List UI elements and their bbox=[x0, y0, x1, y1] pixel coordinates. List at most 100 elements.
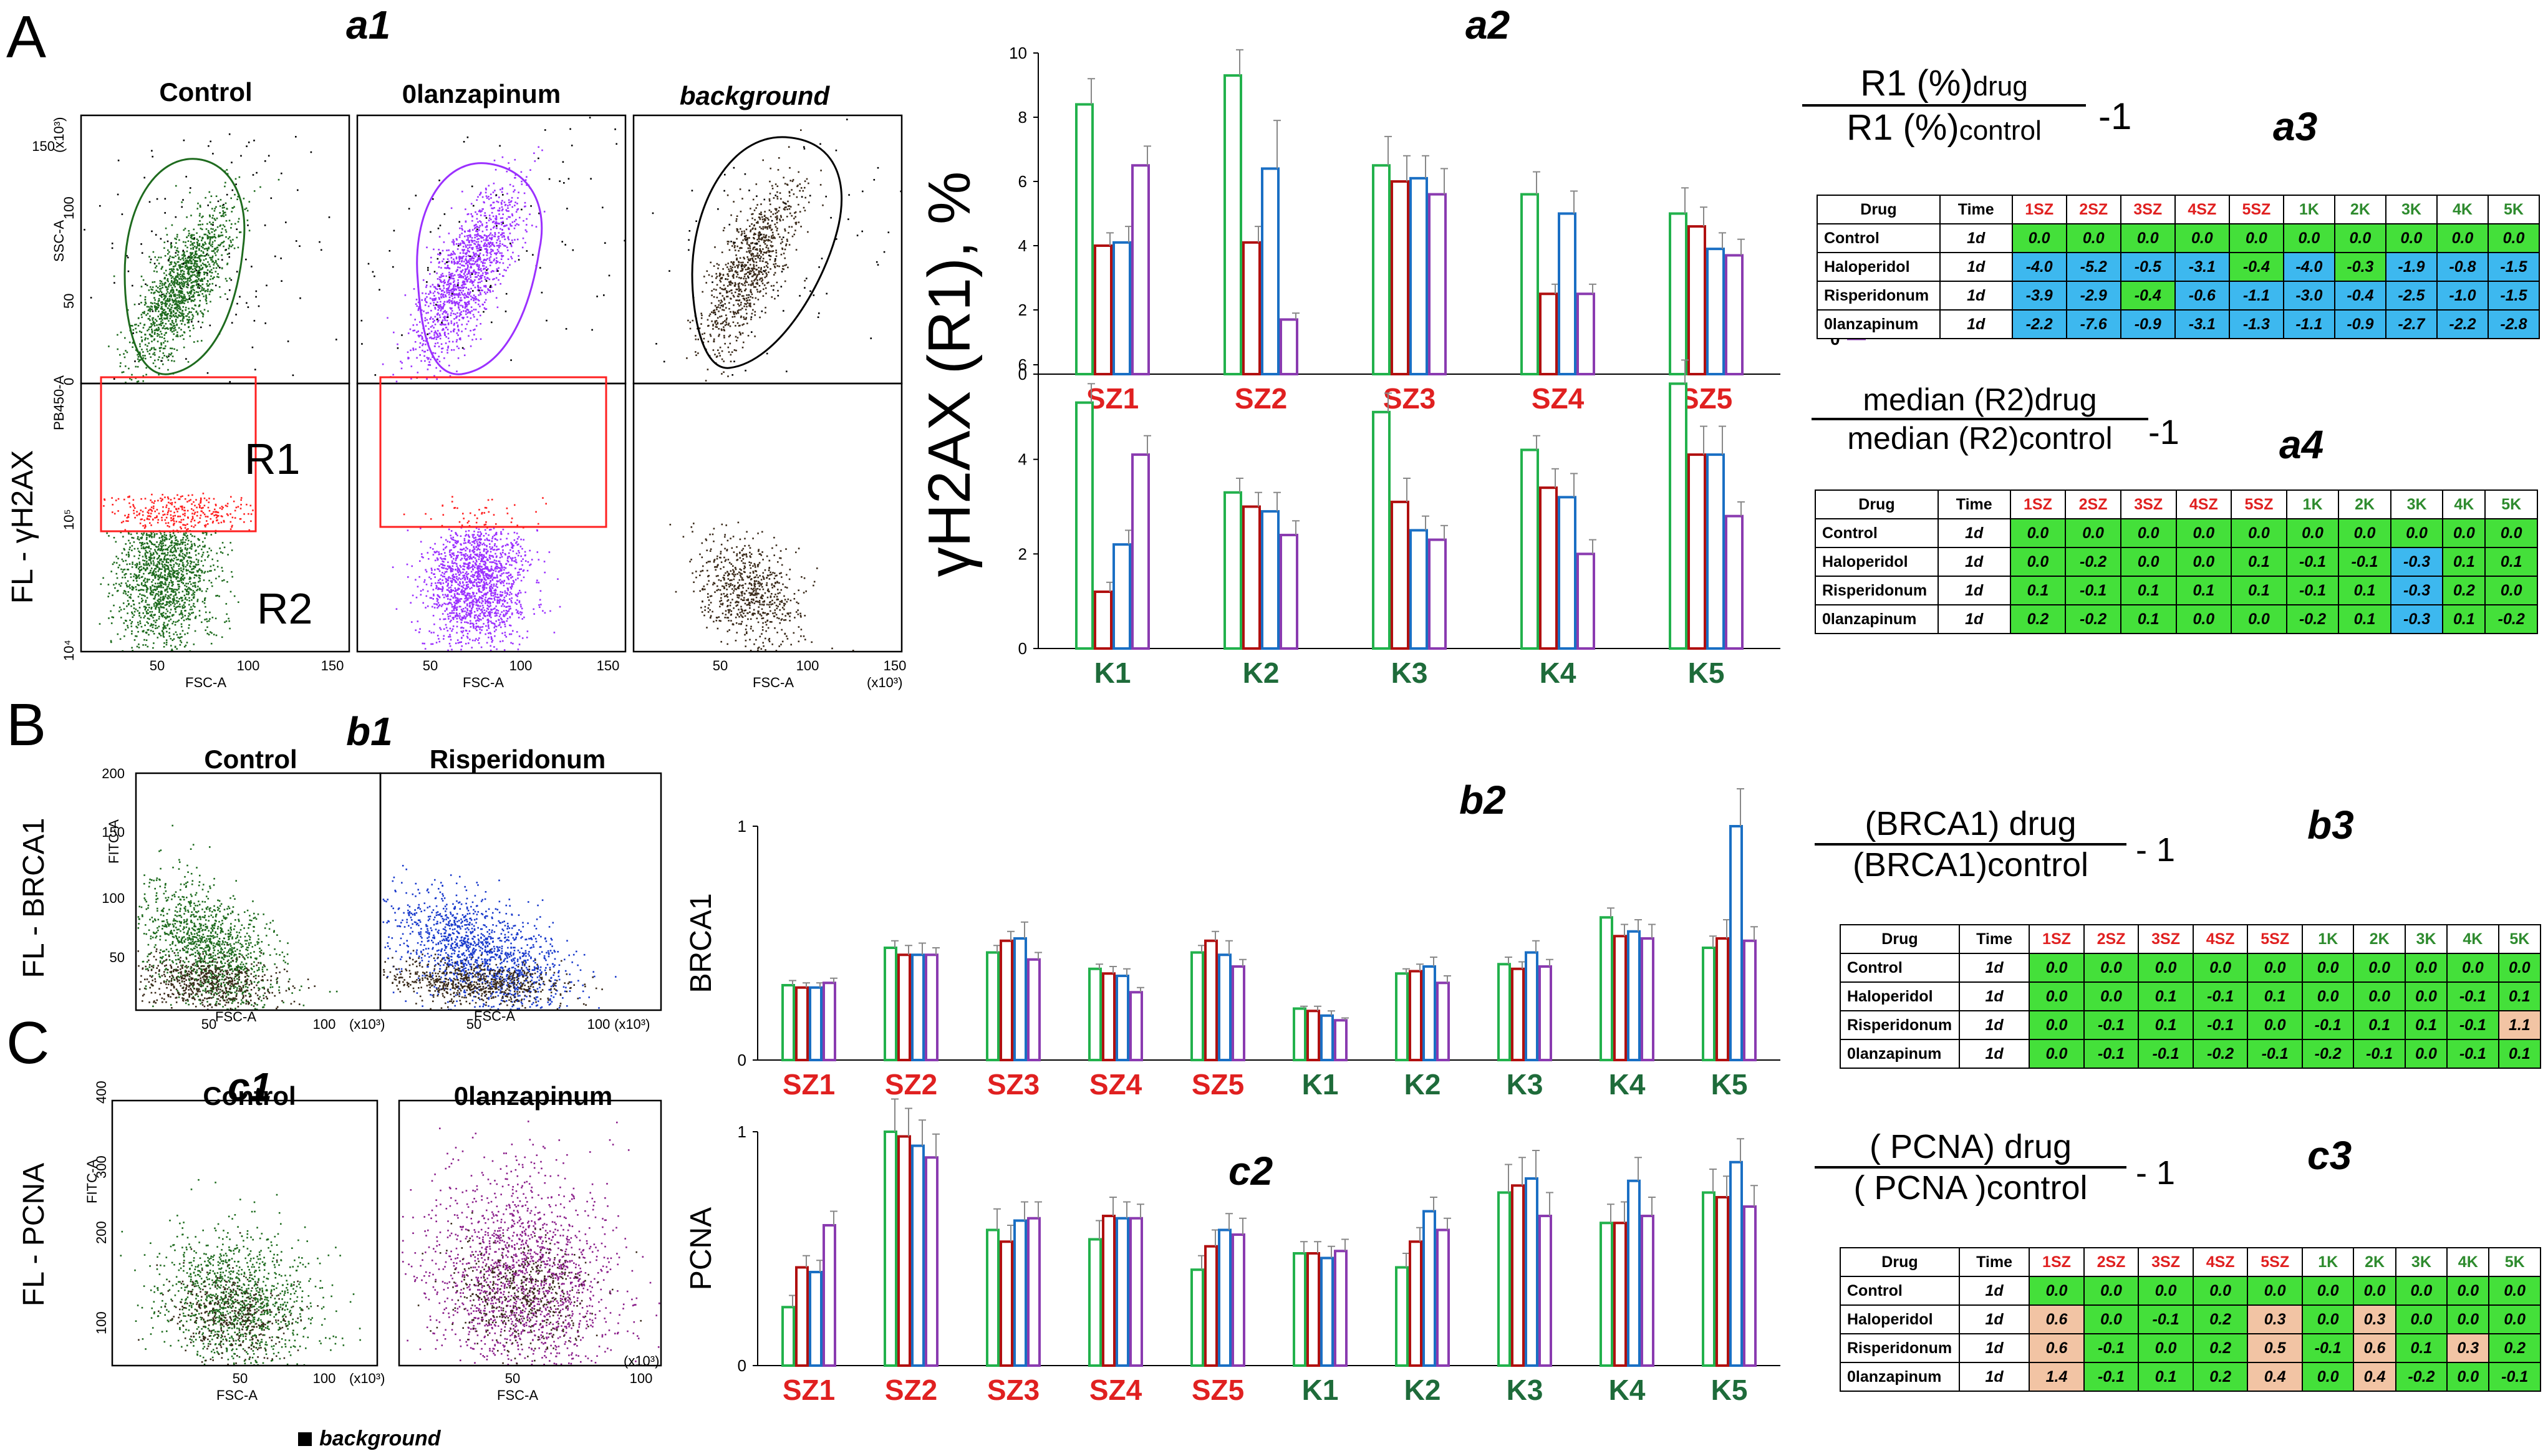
event-dot bbox=[721, 295, 724, 297]
event-dot bbox=[763, 198, 766, 201]
event-dot bbox=[171, 588, 173, 590]
event-dot bbox=[174, 296, 176, 297]
event-dot bbox=[483, 286, 486, 287]
event-dot bbox=[170, 329, 172, 331]
event-dot bbox=[483, 268, 485, 271]
event-dot bbox=[496, 306, 499, 309]
event-dot bbox=[148, 563, 150, 565]
event-dot bbox=[164, 595, 166, 597]
event-dot bbox=[772, 237, 774, 239]
event-dot bbox=[466, 316, 468, 318]
event-dot bbox=[150, 288, 152, 291]
event-dot bbox=[166, 340, 169, 342]
event-dot bbox=[730, 298, 732, 300]
event-dot bbox=[208, 248, 210, 249]
event-dot bbox=[170, 591, 173, 592]
event-dot bbox=[158, 356, 160, 358]
event-dot bbox=[116, 577, 118, 579]
event-dot bbox=[731, 292, 733, 294]
event-dot bbox=[168, 571, 170, 574]
event-dot bbox=[162, 550, 163, 552]
event-dot bbox=[215, 259, 217, 262]
event-dot bbox=[158, 586, 160, 588]
event-dot bbox=[255, 296, 257, 298]
event-dot bbox=[496, 252, 498, 254]
event-dot bbox=[733, 312, 735, 314]
event-dot bbox=[715, 325, 717, 328]
event-dot bbox=[252, 174, 254, 176]
event-dot bbox=[170, 244, 172, 246]
event-dot bbox=[454, 294, 456, 296]
event-dot bbox=[478, 299, 480, 302]
event-dot bbox=[418, 335, 420, 337]
event-dot bbox=[714, 320, 717, 322]
event-dot bbox=[184, 541, 186, 544]
event-dot bbox=[235, 183, 237, 185]
event-dot bbox=[201, 278, 203, 281]
event-dot bbox=[139, 345, 141, 347]
event-dot bbox=[736, 267, 739, 269]
event-dot bbox=[162, 586, 164, 589]
event-dot bbox=[190, 279, 192, 281]
event-dot bbox=[178, 290, 180, 292]
event-dot bbox=[145, 562, 147, 564]
event-dot bbox=[189, 576, 191, 579]
event-dot bbox=[126, 254, 128, 257]
event-dot bbox=[179, 285, 181, 287]
event-dot bbox=[444, 263, 446, 265]
event-dot bbox=[174, 263, 176, 264]
event-dot bbox=[433, 332, 435, 334]
event-dot bbox=[471, 247, 473, 249]
event-dot bbox=[178, 605, 180, 607]
event-dot bbox=[193, 292, 196, 294]
event-dot bbox=[455, 243, 458, 245]
event-dot bbox=[438, 261, 441, 263]
event-dot bbox=[168, 602, 170, 604]
event-dot bbox=[697, 339, 699, 340]
event-dot bbox=[501, 252, 503, 254]
event-dot bbox=[176, 580, 179, 582]
event-dot bbox=[205, 590, 208, 592]
event-dot bbox=[123, 356, 126, 359]
event-dot bbox=[465, 287, 467, 289]
event-dot bbox=[758, 236, 760, 238]
event-dot bbox=[193, 228, 195, 231]
event-dot bbox=[488, 219, 490, 221]
event-dot bbox=[147, 604, 148, 606]
event-dot bbox=[187, 562, 189, 564]
event-dot bbox=[139, 294, 142, 297]
event-dot bbox=[190, 289, 193, 291]
event-dot bbox=[158, 263, 160, 264]
event-dot bbox=[171, 298, 173, 301]
event-dot bbox=[197, 244, 199, 246]
event-dot bbox=[194, 281, 196, 283]
event-dot bbox=[479, 269, 481, 271]
event-dot bbox=[146, 561, 148, 562]
event-dot bbox=[475, 241, 478, 243]
event-dot bbox=[152, 571, 155, 572]
event-dot bbox=[158, 579, 160, 581]
event-dot bbox=[184, 584, 186, 587]
event-dot bbox=[467, 248, 469, 249]
event-dot bbox=[162, 596, 164, 598]
event-dot bbox=[809, 195, 811, 197]
event-dot bbox=[465, 277, 467, 279]
event-dot bbox=[176, 303, 178, 306]
event-dot bbox=[204, 598, 206, 600]
event-dot bbox=[769, 239, 771, 241]
event-dot bbox=[328, 216, 331, 218]
event-dot bbox=[183, 338, 185, 340]
event-dot bbox=[738, 264, 740, 266]
event-dot bbox=[222, 210, 224, 212]
event-dot bbox=[424, 360, 426, 362]
event-dot bbox=[137, 610, 139, 612]
event-dot bbox=[417, 301, 420, 304]
event-dot bbox=[452, 251, 454, 253]
event-dot bbox=[765, 226, 768, 228]
event-dot bbox=[198, 577, 200, 579]
event-dot bbox=[470, 317, 472, 319]
event-dot bbox=[280, 258, 282, 259]
event-dot bbox=[708, 274, 710, 276]
event-dot bbox=[781, 248, 784, 250]
event-dot bbox=[777, 289, 779, 292]
